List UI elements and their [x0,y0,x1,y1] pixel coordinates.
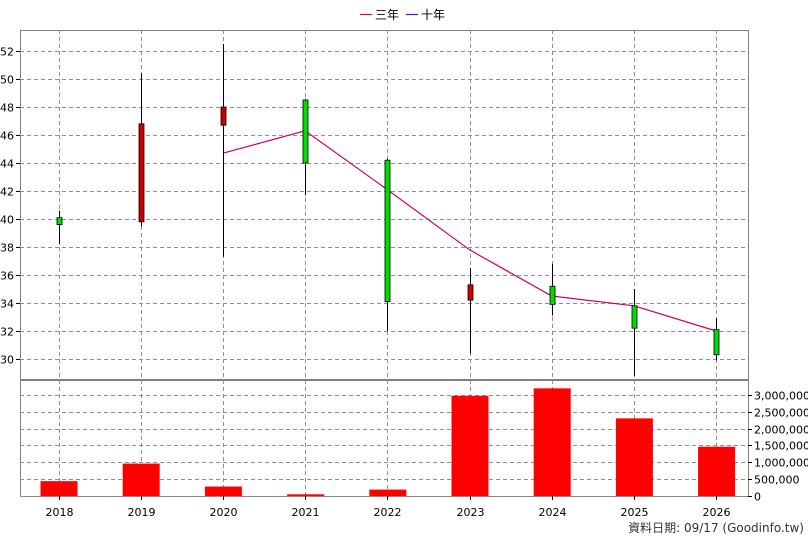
volume-bar [698,446,736,496]
volume-panel: 0 500,000 1,000,000 1,500,000 2,000,000 2,500… [20,380,808,504]
x-tick-label: 2025 [621,506,649,519]
candle-body [220,106,227,126]
volume-y-tick-label: 2,500,000 [754,407,808,420]
volume-y-tick-label: 2,000,000 [754,424,808,437]
price-y-tick-label: 34 [0,298,14,311]
candle-body [549,285,556,305]
candle-body [631,305,638,329]
candle-body [713,329,720,356]
price-panel: 30 32 34 36 38 40 42 44 46 48 50 52 [0,30,749,380]
price-y-tick-label: 36 [0,270,14,283]
price-y-tick-label: 46 [0,130,14,143]
price-y-tick-label: 48 [0,102,14,115]
volume-y-tick-label: 3,000,000 [754,390,808,403]
legend-label-series-0: 三年 [375,8,399,22]
price-y-tick-label: 30 [0,354,14,367]
candle-body [384,159,391,302]
x-tick-label: 2019 [128,506,156,519]
volume-bar [122,463,160,496]
volume-y-tick-label: 1,000,000 [754,457,808,470]
legend-label-series-1: 十年 [421,8,445,22]
price-y-tick-label: 50 [0,74,14,87]
volume-y-tick-label: 1,500,000 [754,440,808,453]
volume-bar [451,395,489,496]
volume-bar [287,494,325,496]
volume-bar [533,388,571,496]
volume-y-axis: 0 500,000 1,000,000 1,500,000 2,000,000 2,500… [748,390,808,504]
price-y-axis: 30 32 34 36 38 40 42 44 46 48 50 52 [0,46,20,367]
x-tick-label: 2022 [374,506,402,519]
volume-bar [40,481,78,496]
x-tick-label: 2024 [539,506,567,519]
x-tick-label: 2018 [46,506,74,519]
candle-body [302,99,309,164]
price-y-tick-label: 32 [0,326,14,339]
price-plot-area [20,30,749,380]
candle-body [56,217,63,226]
volume-bar [204,486,242,496]
price-y-tick-label: 40 [0,214,14,227]
volume-bar [369,489,407,496]
candle-body [138,123,145,223]
x-axis: 2018 2019 2020 2021 2022 2023 2024 2025 2026 [46,496,731,519]
x-tick-label: 2023 [457,506,485,519]
data-date-footer: 資料日期: 09/17 (Goodinfo.tw) [628,521,804,535]
volume-bars [40,388,736,496]
x-tick-label: 2020 [210,506,238,519]
price-y-tick-label: 42 [0,186,14,199]
volume-y-tick-label: 0 [754,491,761,504]
legend: 三年 十年 [360,8,445,22]
candle-body [467,284,474,301]
x-tick-label: 2026 [703,506,731,519]
volume-bar [615,418,653,496]
price-y-tick-label: 38 [0,242,14,255]
x-tick-label: 2021 [292,506,320,519]
candles [56,44,720,376]
price-y-tick-label: 52 [0,46,14,59]
volume-y-tick-label: 500,000 [754,474,800,487]
price-y-tick-label: 44 [0,158,14,171]
